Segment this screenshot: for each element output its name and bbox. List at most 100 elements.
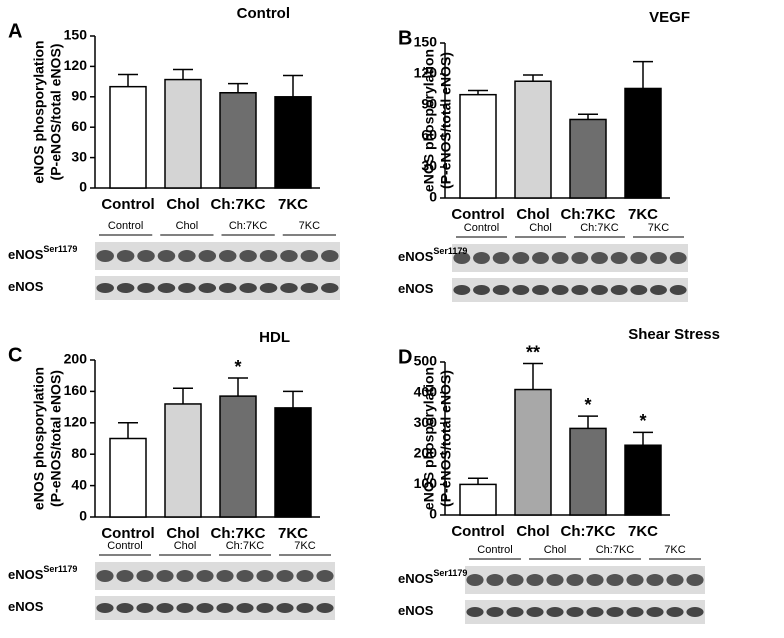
blot-band <box>116 250 135 262</box>
blot-band <box>236 570 254 582</box>
x-tick-label: Chol <box>166 525 199 542</box>
blot-band <box>176 570 194 582</box>
blot-band <box>96 570 114 582</box>
blot-row-sup: Ser1179 <box>433 568 467 578</box>
blot-band <box>566 607 584 617</box>
blot-band <box>256 603 274 613</box>
x-tick-label: Chol <box>516 523 549 540</box>
blot-membrane <box>465 566 705 594</box>
blot-band <box>280 250 298 262</box>
blot-membrane <box>465 600 705 624</box>
blot-band <box>512 285 530 295</box>
blot-band <box>296 603 314 613</box>
lane-label: Ch:7KC <box>596 544 635 556</box>
blot-band <box>512 252 530 264</box>
lane-label: Control <box>477 544 512 556</box>
lane-label: Chol <box>174 540 197 552</box>
blot-band <box>610 285 628 295</box>
blot-band <box>546 607 564 617</box>
bar <box>459 483 497 516</box>
blot-band <box>610 252 628 264</box>
blot-band <box>466 607 484 617</box>
blot-membrane <box>452 244 688 272</box>
blot-row-name: eNOS <box>398 603 434 618</box>
blot-band <box>566 574 584 586</box>
blot-band <box>526 607 544 617</box>
blot-band <box>196 570 214 582</box>
blot-band <box>239 283 257 293</box>
lane-label: 7KC <box>294 540 315 552</box>
blot-band <box>116 283 135 293</box>
bar <box>274 407 312 518</box>
blot-band <box>606 574 624 586</box>
y-tick-label: 200 <box>414 445 438 461</box>
y-tick-label: 200 <box>64 351 88 367</box>
blot-band <box>650 285 667 295</box>
blot-band <box>486 574 504 586</box>
blot-band <box>321 283 339 293</box>
x-tick-label: Control <box>101 525 154 542</box>
y-tick-label: 0 <box>429 506 437 522</box>
blot-row-label: eNOS <box>398 281 434 296</box>
chart-title: Control <box>237 5 290 22</box>
x-tick-label: Ch:7KC <box>211 196 266 213</box>
significance: ** <box>526 342 540 362</box>
lane-label: Ch:7KC <box>226 540 265 552</box>
x-tick-label: Control <box>101 196 154 213</box>
blot-band <box>591 252 608 264</box>
blot-band <box>300 250 319 262</box>
y-tick-label: 150 <box>64 27 88 43</box>
blot-membrane <box>95 562 335 590</box>
blot-band <box>666 574 684 586</box>
blot-band <box>198 283 217 293</box>
blot-band <box>606 607 624 617</box>
blot-band <box>280 283 298 293</box>
blot-band <box>236 603 254 613</box>
blot-membrane <box>95 242 340 270</box>
lane-label: 7KC <box>648 222 669 234</box>
blot-band <box>276 570 294 582</box>
blot-row-name: eNOS <box>8 247 44 262</box>
blot-row-sup: Ser1179 <box>43 564 77 574</box>
blot-band <box>646 574 664 586</box>
x-tick-label: Chol <box>166 196 199 213</box>
blot-band <box>453 252 471 264</box>
lane-label: Control <box>108 220 143 232</box>
blot-band <box>96 283 114 293</box>
lane-label: Control <box>464 222 499 234</box>
blot-band <box>156 570 174 582</box>
y-axis-label: eNOS phosporylation <box>31 367 47 510</box>
y-axis-label: eNOS phosporylation <box>421 367 437 510</box>
blot-row-label: eNOS <box>8 279 44 294</box>
y-tick-label: 80 <box>71 445 87 461</box>
blot-band <box>492 285 510 295</box>
blot-band <box>473 252 490 264</box>
blot-band <box>259 283 278 293</box>
lane-label: Ch:7KC <box>229 220 268 232</box>
blot-band <box>216 570 234 582</box>
y-tick-label: 100 <box>414 475 438 491</box>
blot-band <box>276 603 294 613</box>
blot-membrane <box>95 276 340 300</box>
blot-band <box>669 285 687 295</box>
bar <box>164 403 202 518</box>
y-axis-label: eNOS phosporylation <box>31 40 47 183</box>
blot-band <box>259 250 278 262</box>
blot-row-label: eNOSSer1179 <box>398 246 467 264</box>
x-tick-label: Ch:7KC <box>561 206 616 223</box>
significance: * <box>584 395 591 415</box>
bar <box>514 80 552 199</box>
blot-band <box>586 574 604 586</box>
y-tick-label: 160 <box>64 382 88 398</box>
blot-band <box>669 252 687 264</box>
blot-band <box>532 252 549 264</box>
lane-label: Chol <box>529 222 552 234</box>
y-axis-label: (P-eNOS/total eNOS) <box>48 370 64 507</box>
blot-row-label: eNOS <box>398 603 434 618</box>
blot-band <box>300 283 319 293</box>
blot-band <box>532 285 549 295</box>
blot-membrane <box>95 596 335 620</box>
blot-row-label: eNOSSer1179 <box>8 564 77 582</box>
blot-band <box>256 570 274 582</box>
blot-band <box>137 250 155 262</box>
